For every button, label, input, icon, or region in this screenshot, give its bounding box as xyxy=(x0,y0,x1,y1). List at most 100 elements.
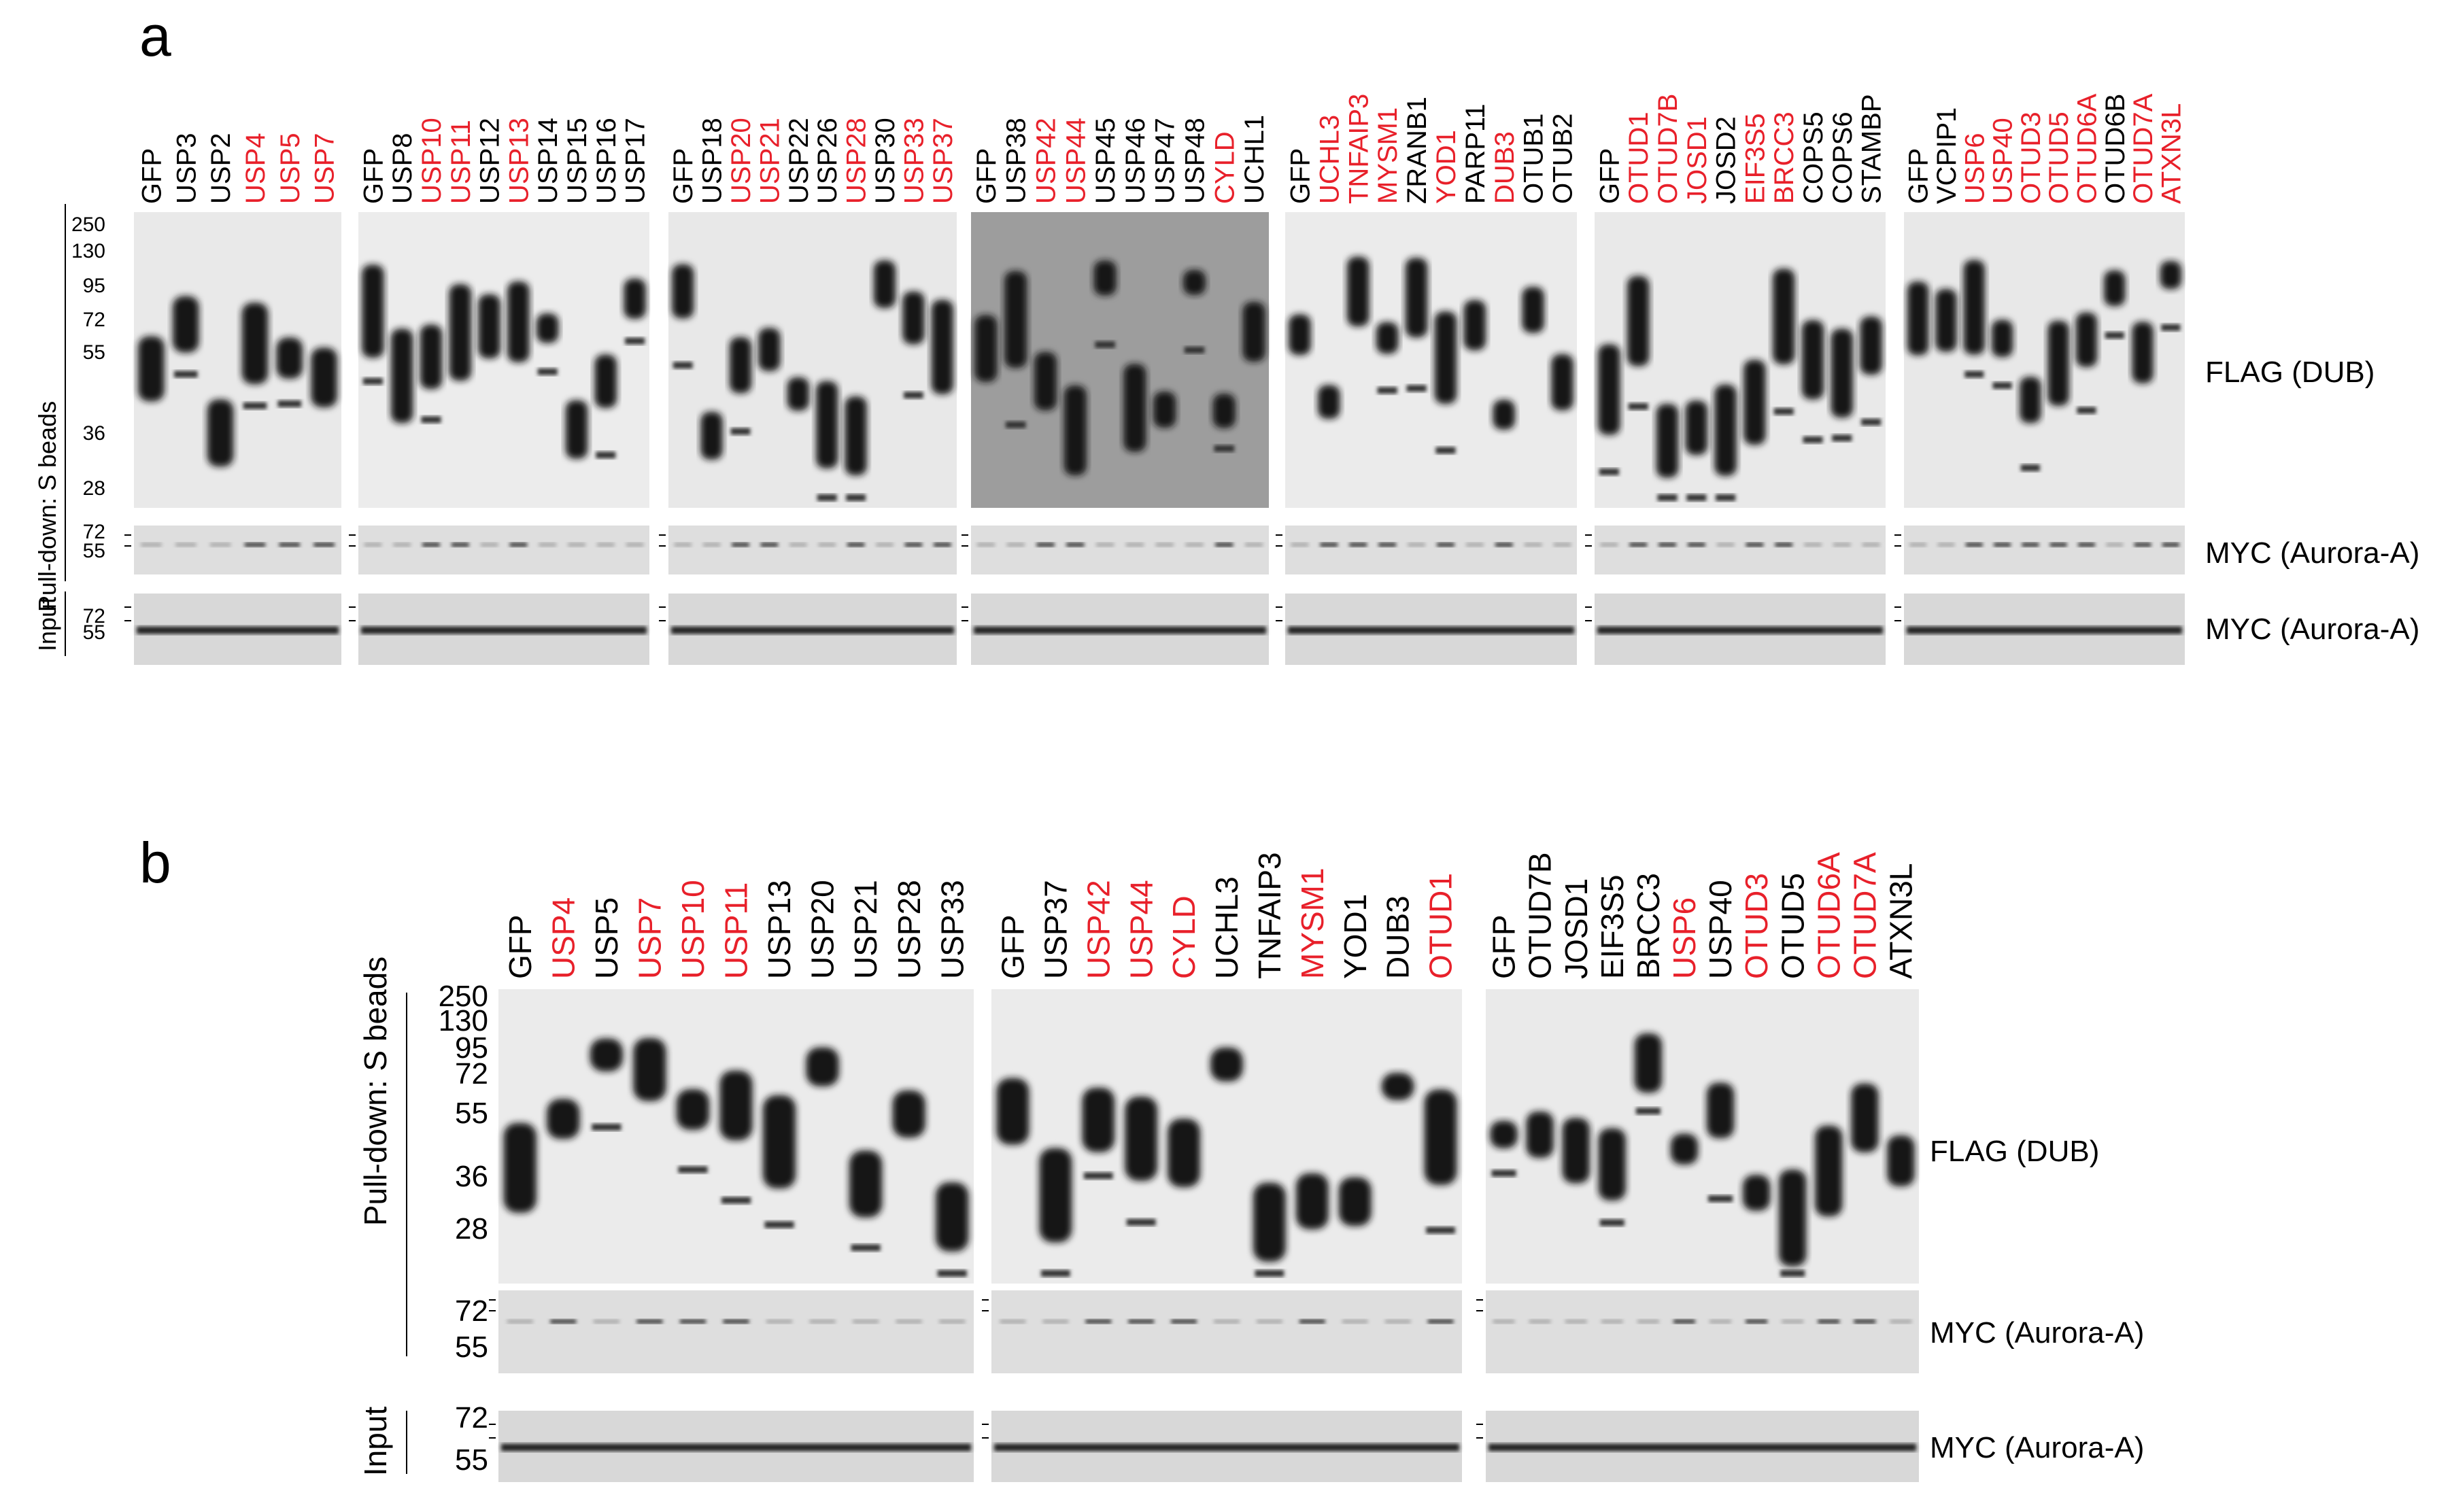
myc-band xyxy=(1909,543,1927,547)
flag-band xyxy=(1405,258,1428,338)
flag-band xyxy=(1123,364,1146,452)
flag-band xyxy=(1153,391,1176,428)
flag-band xyxy=(449,284,472,381)
myc-band xyxy=(1095,543,1115,547)
flag-band xyxy=(1598,344,1620,435)
myc-band xyxy=(896,1319,922,1324)
flag-band xyxy=(1907,281,1929,356)
myc-band xyxy=(1427,1319,1454,1324)
lane-label: USP26 xyxy=(813,118,843,204)
lane-label: YOD1 xyxy=(1338,894,1373,979)
lane-label: OTUD6A xyxy=(1811,852,1846,979)
myc-band xyxy=(1862,543,1880,547)
lane-label: MYSM1 xyxy=(1295,867,1330,979)
flag-band-secondary xyxy=(937,1270,967,1277)
flag-band xyxy=(311,347,337,408)
input-band xyxy=(501,1443,971,1451)
lane-label: USP10 xyxy=(675,880,711,979)
panel-a-group-7 xyxy=(1894,212,2185,665)
flag-blot-strip xyxy=(1285,212,1577,508)
flag-band xyxy=(590,1038,624,1071)
flag-band xyxy=(1338,1177,1372,1226)
flag-band-secondary xyxy=(1964,371,1984,378)
flag-band xyxy=(845,396,867,476)
lane-label: USP6 xyxy=(1960,133,1990,205)
flag-band xyxy=(1064,385,1087,476)
flag-band xyxy=(536,313,559,343)
mw-label: 72 xyxy=(83,605,105,628)
panel-b-input-label: Input xyxy=(358,1407,393,1477)
panel-b-letter: b xyxy=(139,831,171,895)
myc-band xyxy=(636,1319,663,1324)
flag-band-secondary xyxy=(1126,1218,1156,1226)
flag-band xyxy=(1851,1083,1879,1152)
mw-label: 55 xyxy=(83,621,105,644)
myc-band xyxy=(789,543,807,547)
lane-label: USP42 xyxy=(1081,880,1116,979)
lane-label: USP4 xyxy=(545,897,581,979)
myc-band xyxy=(934,543,951,547)
lane-label: GFP xyxy=(972,148,1002,204)
panel-a-group-3 xyxy=(659,212,957,665)
flag-band xyxy=(1831,328,1854,418)
myc-blot-strip xyxy=(134,526,341,574)
lane-label: GFP xyxy=(137,148,167,204)
lane-label: USP28 xyxy=(891,880,927,979)
flag-band-secondary xyxy=(678,1166,708,1173)
myc-band xyxy=(679,1319,707,1324)
flag-band xyxy=(1318,385,1340,419)
lane-label: OTUD7B xyxy=(1653,94,1683,204)
flag-band-secondary xyxy=(1707,1195,1733,1203)
lane-label: ATXN3L xyxy=(2156,103,2186,204)
myc-band xyxy=(1036,543,1055,547)
flag-band xyxy=(1039,1148,1072,1243)
myc-band xyxy=(760,543,779,547)
input-band xyxy=(1907,626,2182,634)
flag-band-secondary xyxy=(1657,494,1678,501)
flag-band-secondary xyxy=(1773,408,1794,415)
myc-band xyxy=(1085,1319,1112,1324)
myc-band xyxy=(393,543,411,547)
flag-band xyxy=(1656,404,1679,478)
panel-a-mw-myc: 72 55 xyxy=(83,521,105,562)
lane-labels: GFP USP3 USP2 USP4 USP5 USP7 GFPUSP8USP10USP11… xyxy=(137,93,2186,979)
myc-band xyxy=(1673,1319,1695,1324)
lane-label: USP5 xyxy=(589,897,624,979)
mw-label: 95 xyxy=(455,1031,488,1065)
lane-label: GFP xyxy=(996,914,1031,979)
flag-band-secondary xyxy=(846,494,866,501)
flag-band xyxy=(1093,260,1117,296)
myc-blot-strip xyxy=(1595,526,1886,574)
flag-band xyxy=(1034,351,1057,411)
lane-label: USP6 xyxy=(1667,897,1702,979)
flag-band xyxy=(138,336,165,402)
input-band xyxy=(994,1443,1459,1451)
flag-band xyxy=(1772,269,1795,364)
myc-band xyxy=(1629,543,1648,547)
flag-band xyxy=(1562,1118,1590,1184)
lane-label: USP40 xyxy=(1988,118,2018,204)
lane-label: USP44 xyxy=(1061,118,1091,204)
flag-band-secondary xyxy=(1426,1226,1455,1234)
panel-a-flag-dub-label: FLAG (DUB) xyxy=(2205,356,2375,389)
myc-band xyxy=(1320,543,1338,547)
flag-band xyxy=(1183,269,1206,295)
lane-label: USP7 xyxy=(632,897,668,979)
myc-band xyxy=(2134,543,2151,547)
myc-band xyxy=(1565,1319,1587,1324)
flag-band xyxy=(1522,286,1544,333)
myc-band xyxy=(1171,1319,1197,1324)
myc-band xyxy=(732,543,749,547)
myc-band xyxy=(451,543,469,547)
lane-label: USP11 xyxy=(719,882,754,979)
panel-a-group-5 xyxy=(1276,212,1577,665)
myc-blot-strip xyxy=(971,526,1269,574)
lane-label: OTUD3 xyxy=(2016,111,2046,204)
myc-band xyxy=(1687,543,1705,547)
flag-band xyxy=(1289,314,1311,356)
flag-blot-strip xyxy=(668,212,957,508)
lane-label: BRCC3 xyxy=(1769,111,1799,204)
myc-band xyxy=(1291,543,1309,547)
mw-label: 28 xyxy=(83,477,105,500)
panel-b-group-3 xyxy=(1476,989,1919,1482)
